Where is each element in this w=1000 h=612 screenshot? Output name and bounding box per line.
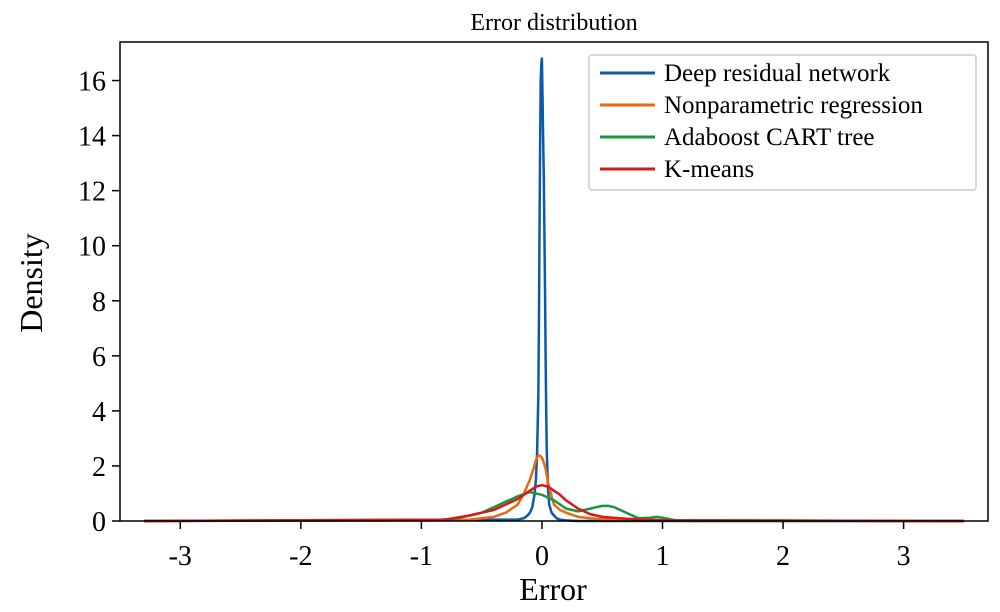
series-line-2 xyxy=(144,453,964,523)
legend-entry-label: Adaboost CART tree xyxy=(664,124,875,151)
y-tick-label: 10 xyxy=(78,232,106,263)
x-tick-label: 1 xyxy=(656,541,670,572)
legend-entry-label: K-means xyxy=(664,156,754,183)
x-tick-label: 0 xyxy=(535,541,549,572)
x-axis-label: Error xyxy=(519,571,587,607)
y-tick-label: 8 xyxy=(92,287,106,318)
y-tick-label: 0 xyxy=(92,507,106,538)
legend: Deep residual network Nonparametric regre… xyxy=(588,54,977,191)
y-tick-label: 12 xyxy=(78,177,106,208)
x-tick-label: -2 xyxy=(289,541,312,572)
legend-box xyxy=(588,54,977,191)
legend-entry-label: Deep residual network xyxy=(664,60,891,87)
x-axis: -3 -2 -1 0 1 2 3 xyxy=(169,521,911,572)
series-line-3 xyxy=(144,490,964,523)
x-tick-label: 2 xyxy=(776,541,790,572)
y-tick-label: 14 xyxy=(78,122,106,153)
plot-border xyxy=(119,41,989,522)
plot-lines xyxy=(144,57,964,523)
y-tick-label: 2 xyxy=(92,452,106,483)
y-axis-label: Density xyxy=(13,233,49,333)
chart-title: Error distribution xyxy=(470,10,637,36)
series-line-1 xyxy=(144,57,964,523)
y-tick-label: 16 xyxy=(78,67,106,98)
y-axis: 0 2 4 6 8 10 12 14 16 xyxy=(78,67,120,538)
x-tick-label: 3 xyxy=(897,541,911,572)
series-line-4 xyxy=(144,483,964,523)
plot-frame xyxy=(119,41,989,522)
x-tick-label: -3 xyxy=(169,541,192,572)
x-tick-label: -1 xyxy=(410,541,433,572)
legend-entry-label: Nonparametric regression xyxy=(664,92,923,119)
y-tick-label: 6 xyxy=(92,342,106,373)
y-tick-label: 4 xyxy=(92,397,106,428)
